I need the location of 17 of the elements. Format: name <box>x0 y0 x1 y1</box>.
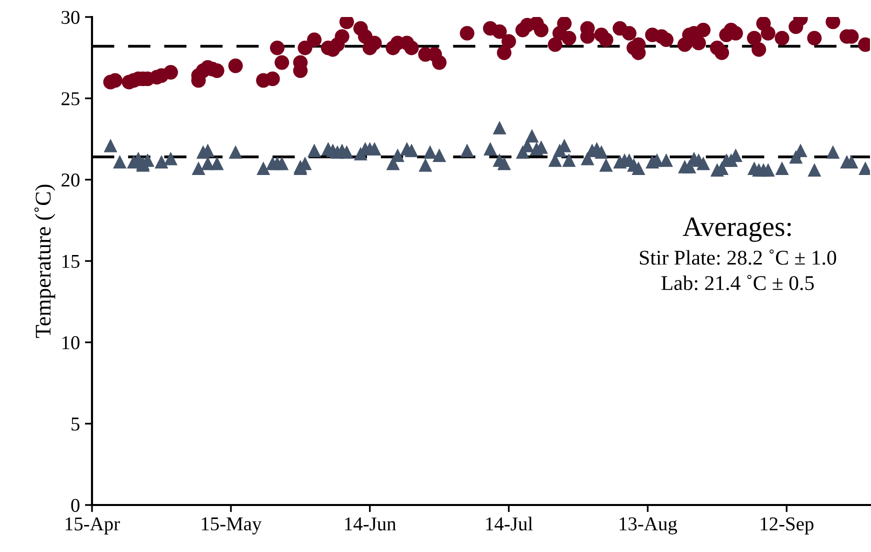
annotation: Stir Plate: 28.2 ˚C ± 1.0 <box>640 249 836 265</box>
y-tick-label: 10 <box>62 336 80 350</box>
y-axis-title: Temperature (˚C) <box>34 184 56 338</box>
y-tick-label: 15 <box>62 254 80 268</box>
annotation: Averages: <box>682 218 791 242</box>
x-tick-label: 12-Sep <box>760 517 814 534</box>
x-tick-label: 13-Aug <box>620 517 678 534</box>
x-tick-label: 14-Jul <box>486 516 533 530</box>
y-tick-label: 30 <box>62 10 80 24</box>
y-tick-label: 0 <box>71 498 80 512</box>
y-tick-label: 25 <box>62 92 80 106</box>
x-tick-label: 15-Apr <box>66 517 120 534</box>
y-tick-label: 20 <box>62 173 80 187</box>
x-tick-label: 15-May <box>202 517 262 534</box>
y-tick-label: 5 <box>72 418 80 431</box>
x-tick-label: 14-Jun <box>345 517 396 530</box>
annotation: Lab: 21.4 ˚C ± 0.5 <box>661 274 814 290</box>
